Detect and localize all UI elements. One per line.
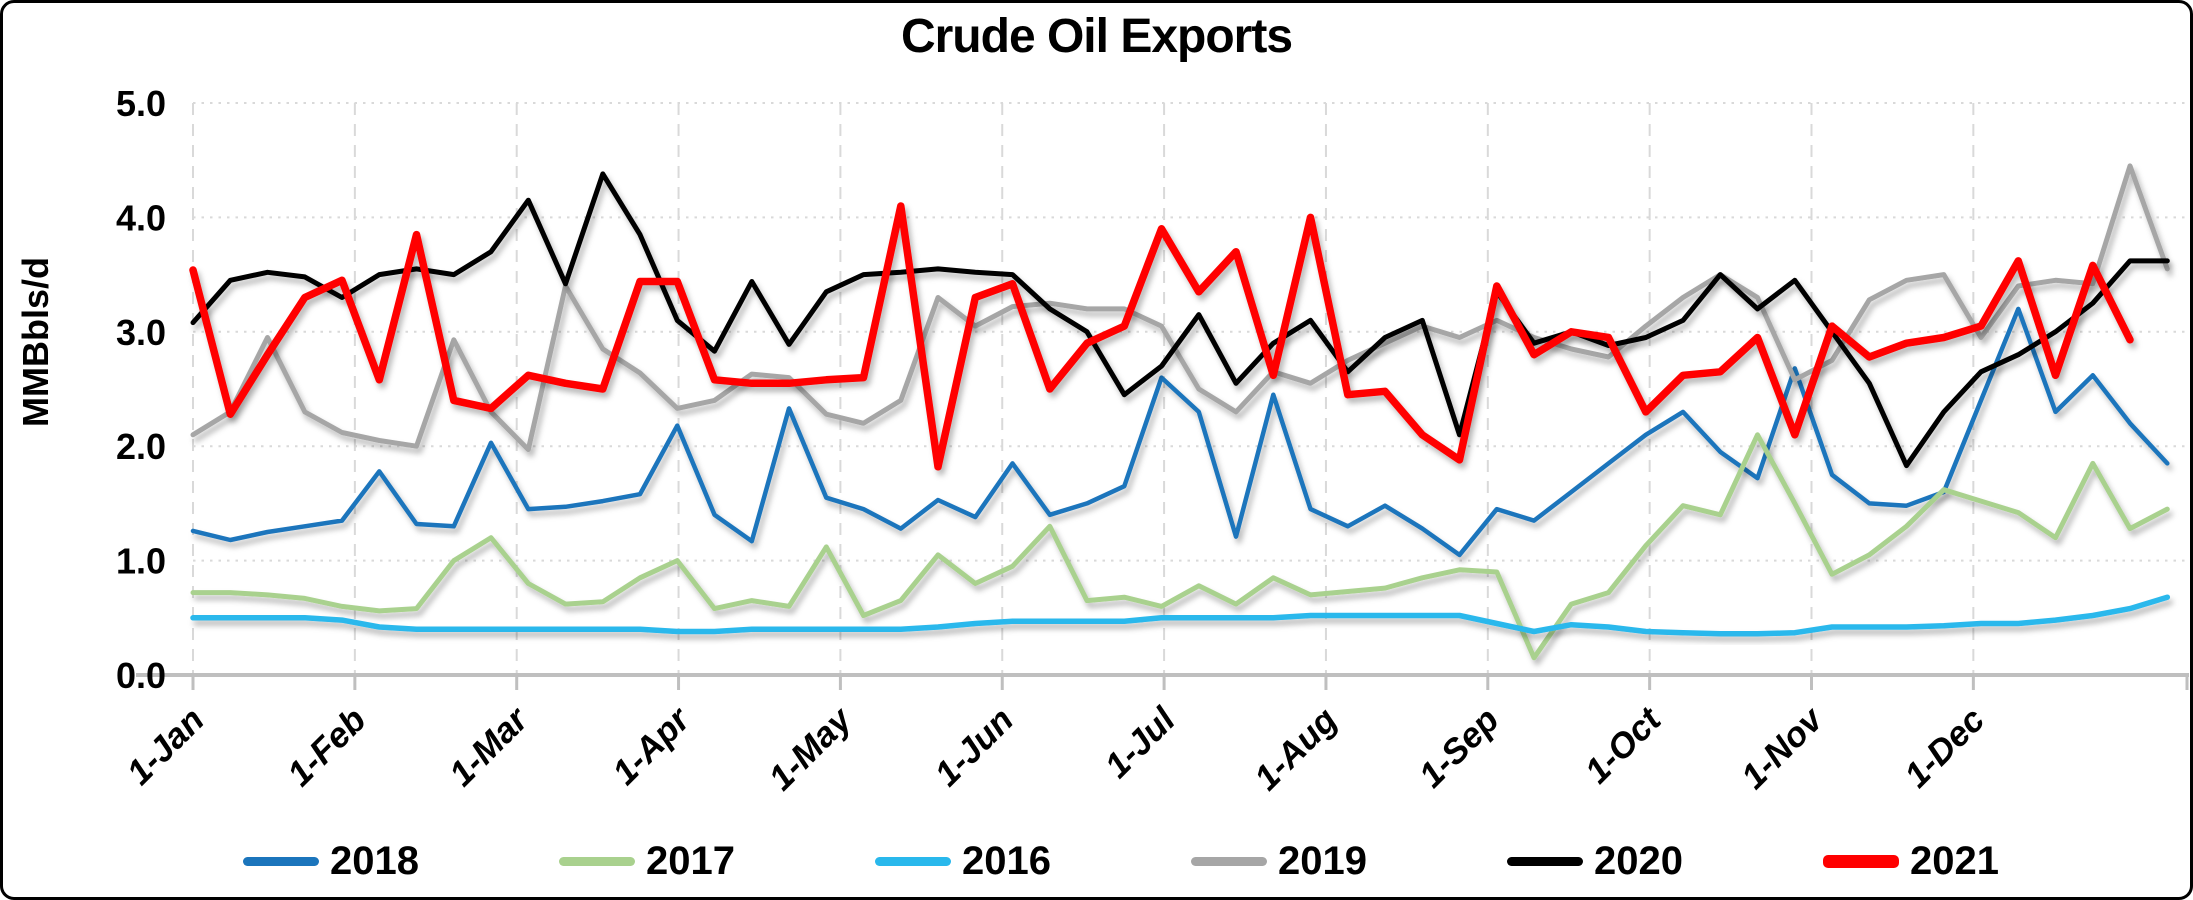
legend-swatch-2017 <box>559 856 635 866</box>
x-tick-label: 1-Jan <box>119 700 211 792</box>
y-tick-label: 4.0 <box>116 197 166 238</box>
legend-label: 2016 <box>962 839 1051 883</box>
x-tick-label: 1-Apr <box>605 698 699 792</box>
x-tick-label: 1-Jul <box>1097 699 1183 785</box>
legend-item-2020: 2020 <box>1507 841 1683 881</box>
x-tick-label: 1-Nov <box>1734 698 1832 796</box>
legend-label: 2021 <box>1910 839 1999 883</box>
legend-item-2016: 2016 <box>875 841 1051 881</box>
chart-title: Crude Oil Exports <box>900 10 1293 63</box>
legend-swatch-2018 <box>243 856 319 866</box>
x-tick-label: 1-Aug <box>1247 700 1345 798</box>
series-2021-line <box>189 202 2134 471</box>
y-tick-label: 0.0 <box>116 655 166 696</box>
legend-label: 2020 <box>1594 839 1683 883</box>
x-tick-label: 1-May <box>761 699 860 798</box>
y-tick-label: 3.0 <box>116 312 166 353</box>
legend-label: 2017 <box>646 839 735 883</box>
chart-svg: 0.01.02.03.04.05.01-Jan 1-Feb 1-Mar 1-Apr 1-… <box>116 83 2189 798</box>
legend-item-2018: 2018 <box>243 841 419 881</box>
y-tick-label: 5.0 <box>116 83 166 124</box>
x-axis <box>136 673 2189 690</box>
legend-swatch-2021 <box>1823 854 1899 868</box>
x-tick-labels: 1-Jan 1-Feb 1-Mar 1-Apr 1-May 1-Jun 1-Jul 1-Aug… <box>119 698 1992 798</box>
series-2019-line <box>190 163 2170 453</box>
legend-swatch-2020 <box>1507 856 1583 866</box>
legend-swatch-2016 <box>875 856 951 866</box>
x-tick-label: 1-Sep <box>1412 700 1507 795</box>
legend-label: 2019 <box>1278 839 1367 883</box>
y-tick-label: 2.0 <box>116 426 166 467</box>
y-tick-labels: 0.0 1.0 2.0 3.0 4.0 5.0 <box>116 83 166 696</box>
x-tick-label: 1-Jun <box>927 700 1021 794</box>
legend-item-2021: 2021 <box>1823 841 1999 881</box>
series-2017-line <box>190 432 2170 661</box>
legend-swatch-2019 <box>1191 856 1267 866</box>
x-tick-label: 1-Dec <box>1897 700 1992 795</box>
legend-label: 2018 <box>330 839 419 883</box>
legend: 2018 2017 2016 2019 2020 2021 <box>243 841 1999 881</box>
x-tick-label: 1-Oct <box>1578 699 1670 791</box>
legend-item-2019: 2019 <box>1191 841 1367 881</box>
legend-item-2017: 2017 <box>559 841 735 881</box>
series-2016-line <box>190 594 2171 637</box>
x-tick-label: 1-Feb <box>280 700 374 794</box>
y-tick-label: 1.0 <box>116 541 166 582</box>
series-2020-line <box>190 171 2170 469</box>
series-2018-line <box>190 306 2170 558</box>
x-tick-label: 1-Mar <box>442 698 537 793</box>
